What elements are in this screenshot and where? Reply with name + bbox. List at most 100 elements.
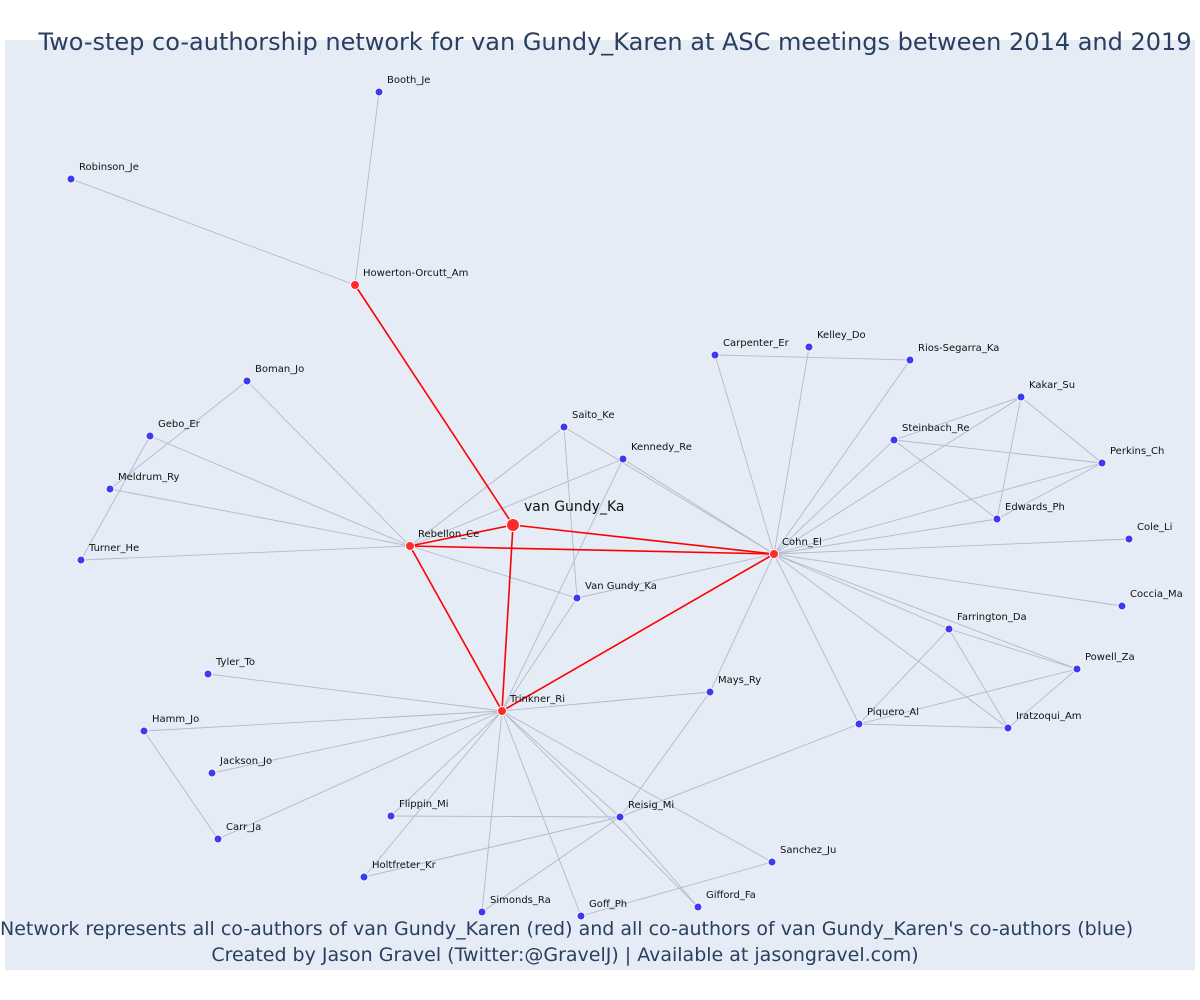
node-label-farrington: Farrington_Da [957, 612, 1027, 623]
node-hamm[interactable] [139, 726, 149, 736]
edge-cohn-edwards [773, 518, 998, 555]
node-tyler[interactable] [203, 669, 213, 679]
node-cole[interactable] [1124, 534, 1134, 544]
edge-trinkner-holtfreter [363, 710, 503, 878]
node-label-edwards: Edwards_Ph [1005, 502, 1065, 513]
node-gebo[interactable] [145, 431, 155, 441]
edge-edwards-perkins [996, 462, 1103, 520]
node-label-carpenter: Carpenter_Er [723, 338, 790, 349]
edge-trinkner-cohn [501, 553, 775, 712]
edge-van_gundy_ka_main-trinkner [501, 524, 514, 712]
edge-reisig-simonds [481, 816, 621, 913]
node-label-kennedy: Kennedy_Re [631, 442, 692, 453]
edge-trinkner-hamm [143, 710, 503, 732]
node-gifford[interactable] [693, 902, 703, 912]
edge-van_gundy_ka2-cohn [576, 553, 775, 599]
edge-cohn-rios [773, 359, 911, 555]
edge-layer [70, 91, 1130, 917]
node-layer [66, 87, 1134, 921]
edge-steinbach-edwards [893, 439, 998, 520]
node-label-meldrum: Meldrum_Ry [118, 472, 179, 483]
edge-trinkner-simonds [481, 710, 503, 913]
edge-trinkner-flippin [390, 710, 503, 817]
node-turner[interactable] [76, 555, 86, 565]
node-label-trinkner: Trinkner_Ri [509, 694, 565, 705]
node-sanchez[interactable] [767, 857, 777, 867]
plot-background [5, 40, 1195, 970]
node-rios[interactable] [905, 355, 915, 365]
node-label-coccia: Coccia_Ma [1130, 589, 1183, 600]
node-label-booth: Booth_Je [387, 75, 430, 86]
node-simonds[interactable] [477, 907, 487, 917]
node-van_gundy_ka2[interactable] [572, 593, 582, 603]
edge-rebellon-van_gundy_ka2 [409, 545, 578, 599]
node-iratzoqui[interactable] [1003, 723, 1013, 733]
edge-hamm-carr [143, 730, 219, 840]
node-mays[interactable] [705, 687, 715, 697]
edge-rebellon-boman [246, 380, 411, 547]
node-carpenter[interactable] [710, 350, 720, 360]
node-kennedy[interactable] [618, 454, 628, 464]
node-powell[interactable] [1072, 664, 1082, 674]
node-label-carr: Carr_Ja [226, 822, 261, 833]
node-van_gundy_ka_main[interactable] [506, 518, 520, 532]
node-steinbach[interactable] [889, 435, 899, 445]
node-label-kakar: Kakar_Su [1029, 380, 1075, 391]
node-carr[interactable] [213, 834, 223, 844]
node-label-steinbach: Steinbach_Re [902, 423, 970, 434]
edge-gebo-turner [80, 435, 151, 561]
node-label-flippin: Flippin_Mi [399, 799, 449, 810]
edge-van_gundy_ka_main-howerton [354, 284, 514, 526]
node-cohn[interactable] [769, 549, 779, 559]
edge-cohn-perkins [773, 462, 1103, 555]
node-label-kelley: Kelley_Do [817, 330, 866, 341]
node-label-rios: Rios-Segarra_Ka [918, 343, 999, 354]
node-flippin[interactable] [386, 811, 396, 821]
node-rebellon[interactable] [405, 541, 415, 551]
edge-rebellon-gebo [149, 435, 411, 547]
node-label-gebo: Gebo_Er [158, 419, 201, 430]
node-label-boman: Boman_Jo [255, 364, 304, 375]
node-robinson[interactable] [66, 174, 76, 184]
node-trinkner[interactable] [497, 706, 507, 716]
node-jackson[interactable] [207, 768, 217, 778]
edge-trinkner-carr [217, 710, 503, 840]
node-boman[interactable] [242, 376, 252, 386]
node-label-gifford: Gifford_Fa [706, 890, 756, 901]
node-label-simonds: Simonds_Ra [490, 895, 551, 906]
node-farrington[interactable] [944, 624, 954, 634]
node-holtfreter[interactable] [359, 872, 369, 882]
edge-kennedy-cohn [622, 458, 775, 555]
node-coccia[interactable] [1117, 601, 1127, 611]
edge-carpenter-rios [714, 354, 911, 361]
node-kakar[interactable] [1016, 392, 1026, 402]
node-edwards[interactable] [992, 514, 1002, 524]
edge-saito-van_gundy_ka2 [563, 426, 578, 599]
node-label-goff: Goff_Ph [589, 899, 627, 910]
edge-cohn-powell [773, 553, 1078, 670]
edge-farrington-iratzoqui [948, 628, 1009, 729]
node-reisig[interactable] [615, 812, 625, 822]
node-kelley[interactable] [804, 342, 814, 352]
edge-cohn-kakar [773, 396, 1022, 555]
node-saito[interactable] [559, 422, 569, 432]
node-meldrum[interactable] [105, 484, 115, 494]
label-layer: van Gundy_Ka Howerton-Orcutt_Am Rebellon_C… [79, 75, 1183, 910]
edge-rebellon-kennedy [409, 458, 624, 547]
caption-credit: Created by Jason Gravel (Twitter:@Gravel… [211, 944, 919, 966]
node-piquero[interactable] [854, 719, 864, 729]
node-label-piquero: Piquero_Al [867, 707, 919, 718]
node-label-reisig: Reisig_Mi [628, 800, 674, 811]
edge-piquero-iratzoqui [858, 723, 1009, 729]
edge-kennedy-trinkner [501, 458, 624, 712]
node-label-robinson: Robinson_Je [79, 162, 139, 173]
edge-flippin-reisig [390, 815, 621, 818]
edge-cohn-farrington [773, 553, 950, 630]
node-booth[interactable] [374, 87, 384, 97]
edge-van_gundy_ka2-trinkner [501, 597, 578, 712]
node-goff[interactable] [576, 911, 586, 921]
node-perkins[interactable] [1097, 458, 1107, 468]
node-howerton[interactable] [350, 280, 360, 290]
edge-kakar-edwards [996, 396, 1022, 520]
